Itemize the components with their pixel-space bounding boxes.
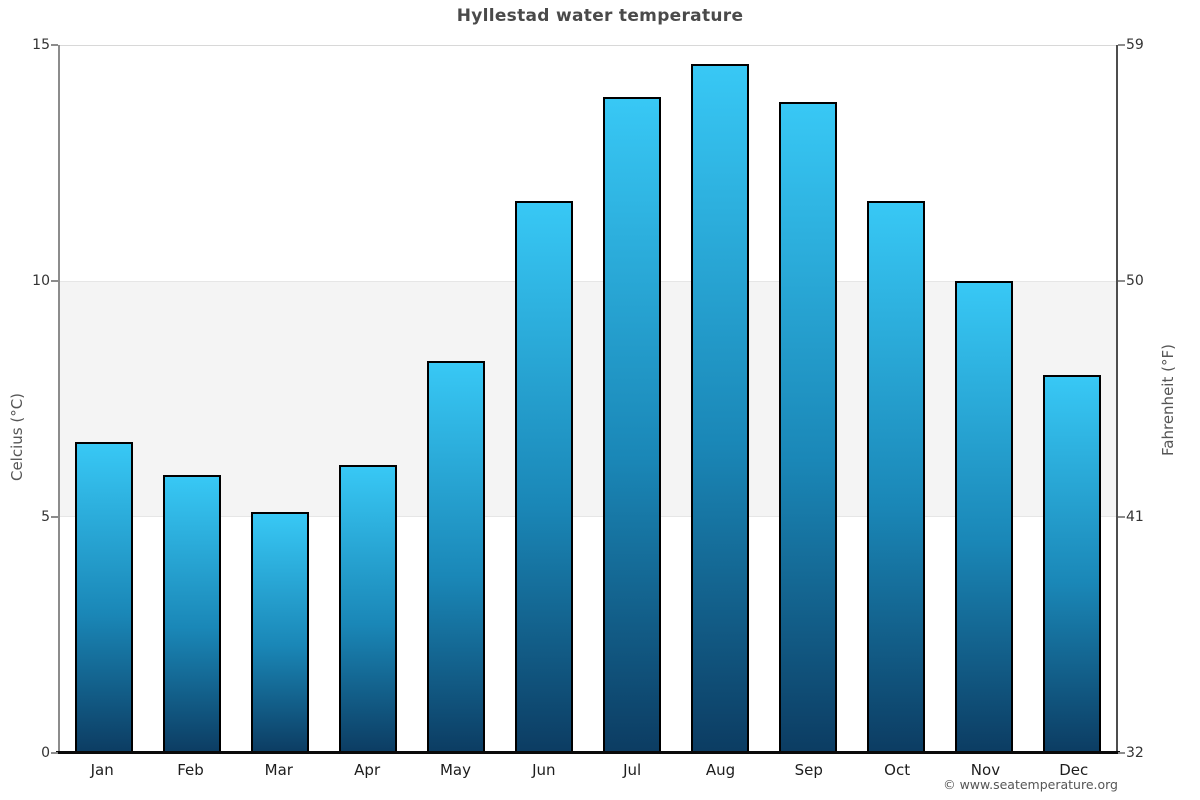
bar-slot-feb [148,45,236,753]
bar-slot-mar [236,45,324,753]
bar-jan [74,441,134,753]
fahrenheit-tick-32: 32 [1126,745,1144,761]
month-axis-labels: Jan Feb Mar Apr May Jun Jul Aug Sep Oct Nov Dec [58,761,1118,779]
celsius-tick-5: 5 [41,509,50,525]
bar-slot-may [412,45,500,753]
gridline-15c [60,45,1116,46]
tick-mark-left-0 [51,752,58,754]
month-label-jul: Jul [623,761,642,779]
bar-slot-oct [852,45,940,753]
plot-area [58,45,1118,753]
month-label-dec: Dec [1059,761,1089,779]
x-axis-line [56,751,1120,754]
bar-jul [602,96,662,753]
tick-mark-right-32 [1118,752,1125,754]
celsius-tick-0: 0 [41,745,50,761]
fahrenheit-tick-59: 59 [1126,37,1144,53]
chart-title: Hyllestad water temperature [456,6,744,26]
tick-mark-right-50 [1118,280,1125,282]
tick-mark-left-10 [51,280,58,282]
fahrenheit-tick-41: 41 [1126,509,1144,525]
highlight-band-5-to-10c [60,281,1116,517]
bar-jun [514,200,574,753]
celsius-tick-10: 10 [32,273,50,289]
bar-nov [954,281,1014,753]
celsius-axis-title: Celcius (°C) [8,392,26,482]
bar-slot-nov [940,45,1028,753]
fahrenheit-axis-title: Fahrenheit (°F) [1159,344,1177,456]
month-label-sep: Sep [794,761,823,779]
bar-feb [162,474,222,753]
bar-slot-sep [764,45,852,753]
bar-slot-jul [588,45,676,753]
bars-container [60,45,1116,753]
bar-slot-apr [324,45,412,753]
bar-slot-aug [676,45,764,753]
bar-sep [778,101,838,753]
month-label-oct: Oct [884,761,911,779]
bar-may [426,361,486,753]
tick-mark-right-41 [1118,516,1125,518]
month-label-feb: Feb [177,761,204,779]
bar-apr [338,465,398,753]
fahrenheit-tick-50: 50 [1126,273,1144,289]
month-label-jun: Jun [532,761,556,779]
month-label-apr: Apr [354,761,381,779]
bar-slot-jan [60,45,148,753]
bar-aug [690,63,750,753]
copyright-text: © www.seatemperature.org [943,777,1118,792]
month-label-may: May [439,761,471,779]
month-label-mar: Mar [264,761,293,779]
bar-oct [866,200,926,753]
tick-mark-left-15 [51,44,58,46]
bar-slot-jun [500,45,588,753]
bar-mar [250,512,310,753]
month-label-nov: Nov [970,761,1001,779]
month-label-jan: Jan [90,761,114,779]
tick-mark-right-59 [1118,44,1125,46]
celsius-tick-15: 15 [32,37,50,53]
month-label-aug: Aug [705,761,736,779]
bar-slot-dec [1028,45,1116,753]
tick-mark-left-5 [51,516,58,518]
bar-dec [1042,375,1102,753]
